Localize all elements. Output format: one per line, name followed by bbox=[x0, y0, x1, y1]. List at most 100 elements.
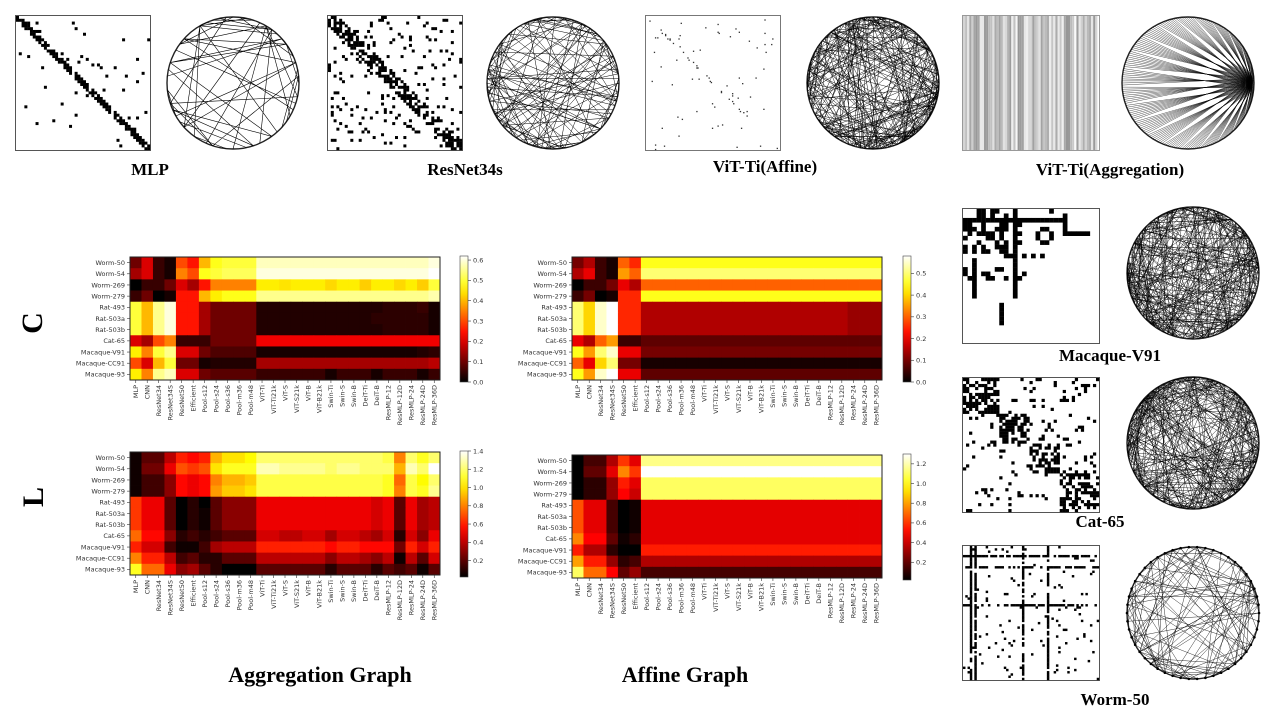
heatmap-cell bbox=[325, 268, 338, 280]
heatmap-cell bbox=[394, 530, 406, 542]
heatmap-cell bbox=[313, 507, 326, 520]
heatmap-cell bbox=[606, 257, 619, 269]
heatmap-cell bbox=[824, 312, 837, 325]
heatmap-cell bbox=[302, 312, 315, 325]
row-tick-label: Worm-269 bbox=[533, 479, 567, 487]
heatmap-cell bbox=[175, 452, 188, 464]
column-tick-label: ViT-B21k bbox=[316, 385, 324, 413]
column-tick-label: ResNet50 bbox=[620, 583, 628, 614]
heatmap-cell bbox=[290, 519, 303, 531]
cat-65-adjacency-matrix bbox=[962, 377, 1100, 513]
heatmap-cell bbox=[801, 257, 814, 269]
heatmap-cell bbox=[698, 357, 711, 370]
heatmap-cell bbox=[141, 530, 154, 542]
heatmap-cell bbox=[801, 312, 814, 325]
heatmap-cell bbox=[859, 312, 871, 325]
heatmap-cell bbox=[187, 474, 200, 486]
heatmap-cell bbox=[428, 541, 441, 554]
caption-vit-aggregation: ViT-Ti(Aggregation) bbox=[1035, 160, 1185, 179]
heatmap-cell bbox=[152, 312, 165, 325]
heatmap-cell bbox=[790, 544, 803, 557]
heatmap-cell bbox=[233, 257, 246, 269]
heatmap-cell bbox=[767, 555, 780, 568]
heatmap-cell bbox=[629, 357, 642, 370]
heatmap-cell bbox=[813, 279, 825, 291]
heatmap-cell bbox=[767, 335, 780, 347]
heatmap-cell bbox=[732, 268, 745, 280]
heatmap-cell bbox=[348, 357, 361, 370]
heatmap-cell bbox=[606, 324, 619, 336]
heatmap-cell bbox=[244, 368, 257, 381]
heatmap-cell bbox=[348, 452, 361, 464]
heatmap-cell bbox=[256, 485, 269, 498]
heatmap-cell bbox=[382, 496, 395, 509]
heatmap-cell bbox=[267, 279, 280, 291]
column-tick-label: ResNet34S bbox=[166, 385, 174, 420]
heatmap-cell bbox=[417, 324, 429, 336]
heatmap-cell bbox=[279, 474, 292, 486]
heatmap-cell bbox=[594, 566, 607, 579]
heatmap-cell bbox=[359, 335, 372, 347]
heatmap-cell bbox=[767, 257, 780, 269]
heatmap-cell bbox=[859, 455, 871, 467]
column-tick-label: Swin-B bbox=[350, 385, 358, 407]
column-tick-label: ViT-Ti bbox=[258, 385, 266, 402]
heatmap-cell bbox=[790, 290, 803, 303]
heatmap-cell bbox=[371, 519, 383, 531]
heatmap-cell bbox=[290, 357, 303, 370]
heatmap-cell bbox=[606, 335, 619, 347]
colorbar-tick-label: 1.0 bbox=[916, 480, 926, 488]
heatmap-cell bbox=[302, 257, 315, 269]
heatmap-cell bbox=[790, 335, 803, 347]
heatmap-cell bbox=[870, 324, 883, 336]
heatmap-cell bbox=[267, 301, 280, 314]
heatmap-cell bbox=[210, 530, 223, 542]
heatmap-cell bbox=[686, 533, 699, 545]
heatmap-cell bbox=[778, 477, 791, 489]
heatmap-cell bbox=[744, 488, 757, 501]
heatmap-cell bbox=[290, 324, 303, 336]
heatmap-cell bbox=[686, 257, 699, 269]
heatmap-cell bbox=[572, 335, 584, 347]
heatmap-cell bbox=[617, 324, 630, 336]
heatmap-cell bbox=[675, 466, 688, 478]
heatmap-cell bbox=[767, 346, 780, 359]
heatmap-cell bbox=[141, 346, 154, 359]
heatmap-cell bbox=[583, 510, 596, 523]
row-tick-label: Cat-65 bbox=[545, 535, 567, 543]
column-tick-label: DeiT-Ti bbox=[362, 385, 370, 407]
heatmap-cell bbox=[606, 455, 619, 467]
heatmap-cell bbox=[606, 477, 619, 489]
heatmap-cell bbox=[141, 257, 154, 269]
column-tick-label: ViT-Ti bbox=[700, 583, 708, 600]
heatmap-cell bbox=[801, 522, 814, 534]
vit-affine-adjacency-matrix bbox=[645, 15, 781, 151]
heatmap-cell bbox=[617, 466, 630, 478]
column-tick-label: Pool-s36 bbox=[666, 385, 674, 412]
heatmap-cell bbox=[394, 563, 406, 576]
heatmap-cell bbox=[175, 290, 188, 303]
heatmap-cell bbox=[870, 477, 883, 489]
heatmap-cell bbox=[721, 324, 734, 336]
row-tick-label: Rat-503a bbox=[95, 315, 125, 323]
heatmap-cell bbox=[382, 301, 395, 314]
heatmap-cell bbox=[428, 290, 441, 303]
column-tick-label: ResMLP-36D bbox=[873, 583, 881, 623]
column-tick-label: ViT-S21k bbox=[293, 385, 301, 413]
heatmap-cell bbox=[210, 519, 223, 531]
heatmap-cell bbox=[256, 552, 269, 565]
heatmap-cell bbox=[428, 474, 441, 486]
heatmap-cell bbox=[210, 279, 223, 291]
heatmap-cell bbox=[698, 522, 711, 534]
heatmap-cell bbox=[256, 463, 269, 475]
heatmap-cell bbox=[859, 268, 871, 280]
heatmap-cell bbox=[767, 290, 780, 303]
heatmap-cell bbox=[778, 499, 791, 512]
heatmap-cell bbox=[767, 522, 780, 534]
heatmap-cell bbox=[824, 522, 837, 534]
heatmap-cell bbox=[164, 324, 177, 336]
heatmap-cell bbox=[698, 566, 711, 579]
heatmap-cell bbox=[233, 357, 246, 370]
heatmap-cell bbox=[583, 488, 596, 501]
colorbar-tick-label: 0.6 bbox=[916, 519, 926, 527]
